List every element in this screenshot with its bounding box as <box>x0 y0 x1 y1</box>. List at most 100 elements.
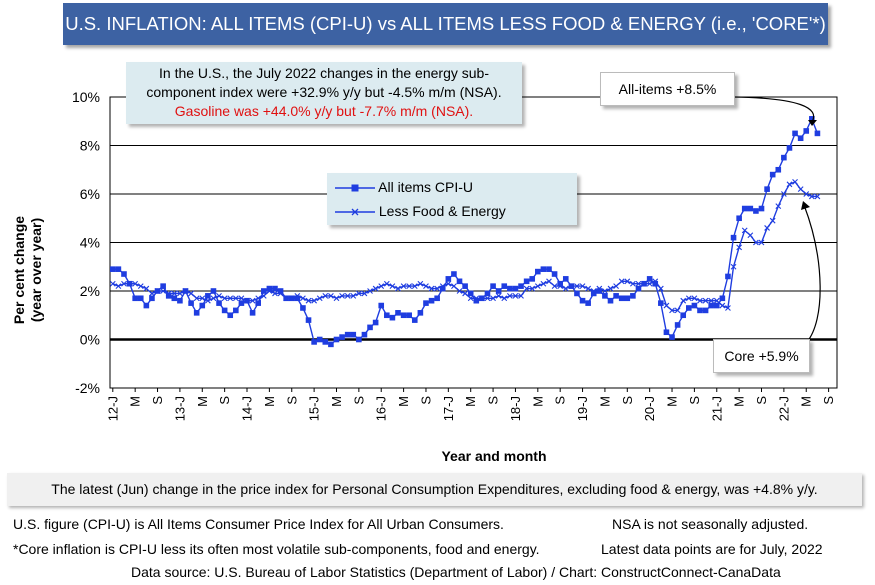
x-tick-label: S <box>284 396 299 405</box>
point-core <box>232 295 239 302</box>
x-tick-label: 18-J <box>508 396 523 421</box>
point-core <box>423 283 429 290</box>
point-all-items <box>775 166 782 173</box>
point-all-items <box>540 266 547 272</box>
x-tick-label: S <box>687 396 702 405</box>
point-all-items <box>674 322 681 328</box>
point-all-items <box>786 145 793 151</box>
point-core <box>109 280 116 287</box>
x-tick-label: 21-J <box>709 396 724 421</box>
x-tick-label: S <box>754 396 769 405</box>
footer-latest: Latest data points are for July, 2022 <box>601 541 823 557</box>
point-all-items <box>143 302 150 309</box>
point-core <box>411 283 418 290</box>
point-all-items <box>255 300 261 306</box>
point-core <box>635 280 642 287</box>
point-core <box>467 295 474 302</box>
point-core <box>753 239 759 246</box>
point-core <box>333 295 340 302</box>
point-all-items <box>109 266 116 272</box>
point-all-items <box>434 295 440 302</box>
point-core <box>590 288 597 294</box>
point-all-items <box>333 336 340 343</box>
point-core <box>657 285 664 292</box>
point-all-items <box>507 285 513 292</box>
point-core <box>238 295 245 302</box>
point-all-items <box>607 297 614 304</box>
point-core <box>372 285 379 292</box>
series-layer <box>109 116 821 348</box>
point-core <box>646 280 653 287</box>
point-all-items <box>372 319 379 326</box>
point-all-items <box>713 302 720 309</box>
point-core <box>216 292 222 299</box>
legend: All items CPI-U Less Food & Energy <box>327 173 577 225</box>
point-all-items <box>725 273 731 280</box>
point-all-items <box>484 290 491 297</box>
point-all-items <box>490 283 496 289</box>
all-items-arrowhead <box>808 120 817 126</box>
x-tick-label: S <box>821 396 836 405</box>
point-all-items <box>551 271 558 277</box>
x-tick-label: M <box>799 396 814 407</box>
x-tick-label: 17-J <box>441 396 456 421</box>
point-core <box>764 225 770 231</box>
core-callout-text: Core +5.9% <box>724 348 799 364</box>
point-all-items <box>272 285 278 292</box>
point-all-items <box>535 268 541 275</box>
point-core <box>663 302 670 309</box>
point-core <box>568 283 575 290</box>
x-tick-label: 14-J <box>240 396 255 421</box>
point-all-items <box>322 339 329 345</box>
x-tick-label: 13-J <box>172 396 187 421</box>
point-all-items <box>814 130 821 137</box>
point-core <box>132 280 139 287</box>
x-tick-label: M <box>195 396 210 407</box>
point-core <box>484 295 491 302</box>
point-core <box>227 295 234 302</box>
point-all-items <box>462 283 468 289</box>
legend-label-all-items: All items CPI-U <box>378 179 474 195</box>
x-tick-label: 20-J <box>642 396 657 421</box>
x-tick-label: S <box>150 396 165 405</box>
point-all-items <box>367 324 373 331</box>
point-core <box>204 297 211 304</box>
point-all-items <box>199 302 206 309</box>
point-all-items <box>769 171 776 178</box>
point-core <box>367 288 373 294</box>
point-all-items <box>328 341 334 348</box>
point-core <box>288 295 295 302</box>
point-all-items <box>624 295 631 302</box>
point-core <box>266 288 273 294</box>
point-all-items <box>680 312 687 319</box>
footer-definition: U.S. figure (CPI-U) is All Items Consume… <box>13 516 504 532</box>
point-core <box>792 178 798 185</box>
point-core <box>406 283 413 290</box>
point-core <box>780 191 787 197</box>
point-all-items <box>400 312 407 319</box>
y-tick-label: 4% <box>80 235 100 251</box>
point-core <box>769 217 776 224</box>
point-all-items <box>384 312 390 319</box>
point-all-items <box>451 271 457 277</box>
point-all-items <box>797 135 804 142</box>
point-all-items <box>803 128 810 134</box>
point-all-items <box>585 300 591 306</box>
legend-label-core: Less Food & Energy <box>378 203 506 219</box>
x-tick-label: M <box>732 396 747 407</box>
point-core <box>344 292 351 299</box>
point-all-items <box>702 307 709 314</box>
point-all-items <box>149 295 155 302</box>
point-core <box>210 295 217 302</box>
point-all-items <box>781 154 787 161</box>
x-tick-label: M <box>329 396 344 407</box>
point-core <box>389 283 396 290</box>
legend-square-marker-icon <box>335 184 375 192</box>
point-core <box>400 283 407 290</box>
point-core <box>322 292 329 299</box>
x-tick-label: S <box>486 396 501 405</box>
point-core <box>160 288 167 294</box>
point-core <box>641 280 647 287</box>
point-core <box>557 283 564 290</box>
point-all-items <box>518 283 524 289</box>
